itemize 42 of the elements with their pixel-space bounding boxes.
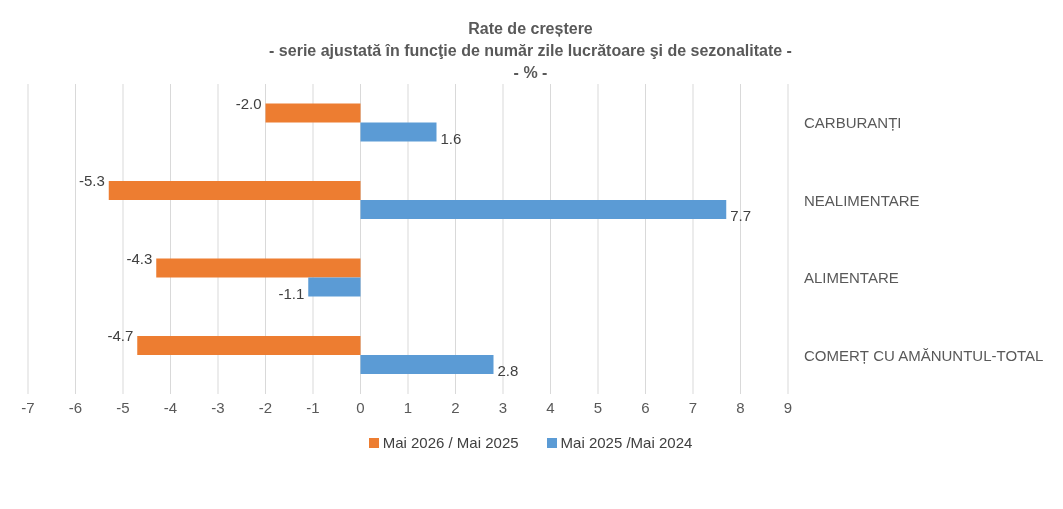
data-label: 7.7 <box>730 207 752 225</box>
x-tick-label: 2 <box>451 398 460 416</box>
bar <box>360 354 494 374</box>
legend-label: Mai 2026 / Mai 2025 <box>382 434 519 451</box>
x-tick-label: 3 <box>498 398 508 416</box>
x-tick-label: 1 <box>403 398 413 416</box>
data-label: -5.3 <box>78 172 105 190</box>
x-tick-label: -6 <box>68 398 83 416</box>
bar <box>108 180 361 200</box>
data-label: 2.8 <box>497 362 519 380</box>
bar <box>360 122 437 142</box>
bar <box>265 103 361 123</box>
y-tick-label: COMERȚ CU AMĂNUNTUL-TOTAL <box>804 346 1044 364</box>
bar <box>156 258 361 278</box>
bar <box>360 199 727 219</box>
x-tick-label: 7 <box>688 398 698 416</box>
x-tick-label: -2 <box>258 398 273 416</box>
data-label: -2.0 <box>235 94 262 112</box>
bar <box>308 277 361 297</box>
legend-label: Mai 2025 /Mai 2024 <box>560 434 693 451</box>
y-tick-label: ALIMENTARE <box>804 269 899 287</box>
text: - % - <box>512 63 549 83</box>
x-tick-label: 8 <box>736 398 745 416</box>
data-label: -4.7 <box>107 327 134 345</box>
chart-title: Rate de creștere <box>467 19 594 39</box>
data-label: -1.1 <box>278 284 305 302</box>
chart-subtitle: - serie ajustată în funcţie de număr zile lucrătoare şi de sezonalitate - <box>268 41 793 61</box>
x-tick-label: 4 <box>546 398 555 416</box>
x-tick-label: -5 <box>116 398 130 416</box>
x-tick-label: 9 <box>783 398 793 416</box>
x-tick-label: 0 <box>356 398 365 416</box>
data-label: 1.6 <box>440 129 462 147</box>
data-label: -4.3 <box>126 249 153 267</box>
y-tick-label: CARBURANȚI <box>804 114 902 132</box>
x-tick-label: 6 <box>641 398 650 416</box>
x-tick-label: -1 <box>306 398 320 416</box>
x-tick-label: -7 <box>21 398 35 416</box>
y-tick-label: NEALIMENTARE <box>804 191 920 209</box>
bar <box>137 335 361 355</box>
x-tick-label: -3 <box>211 398 225 416</box>
x-tick-label: 5 <box>593 398 603 416</box>
x-tick-label: -4 <box>163 398 178 416</box>
